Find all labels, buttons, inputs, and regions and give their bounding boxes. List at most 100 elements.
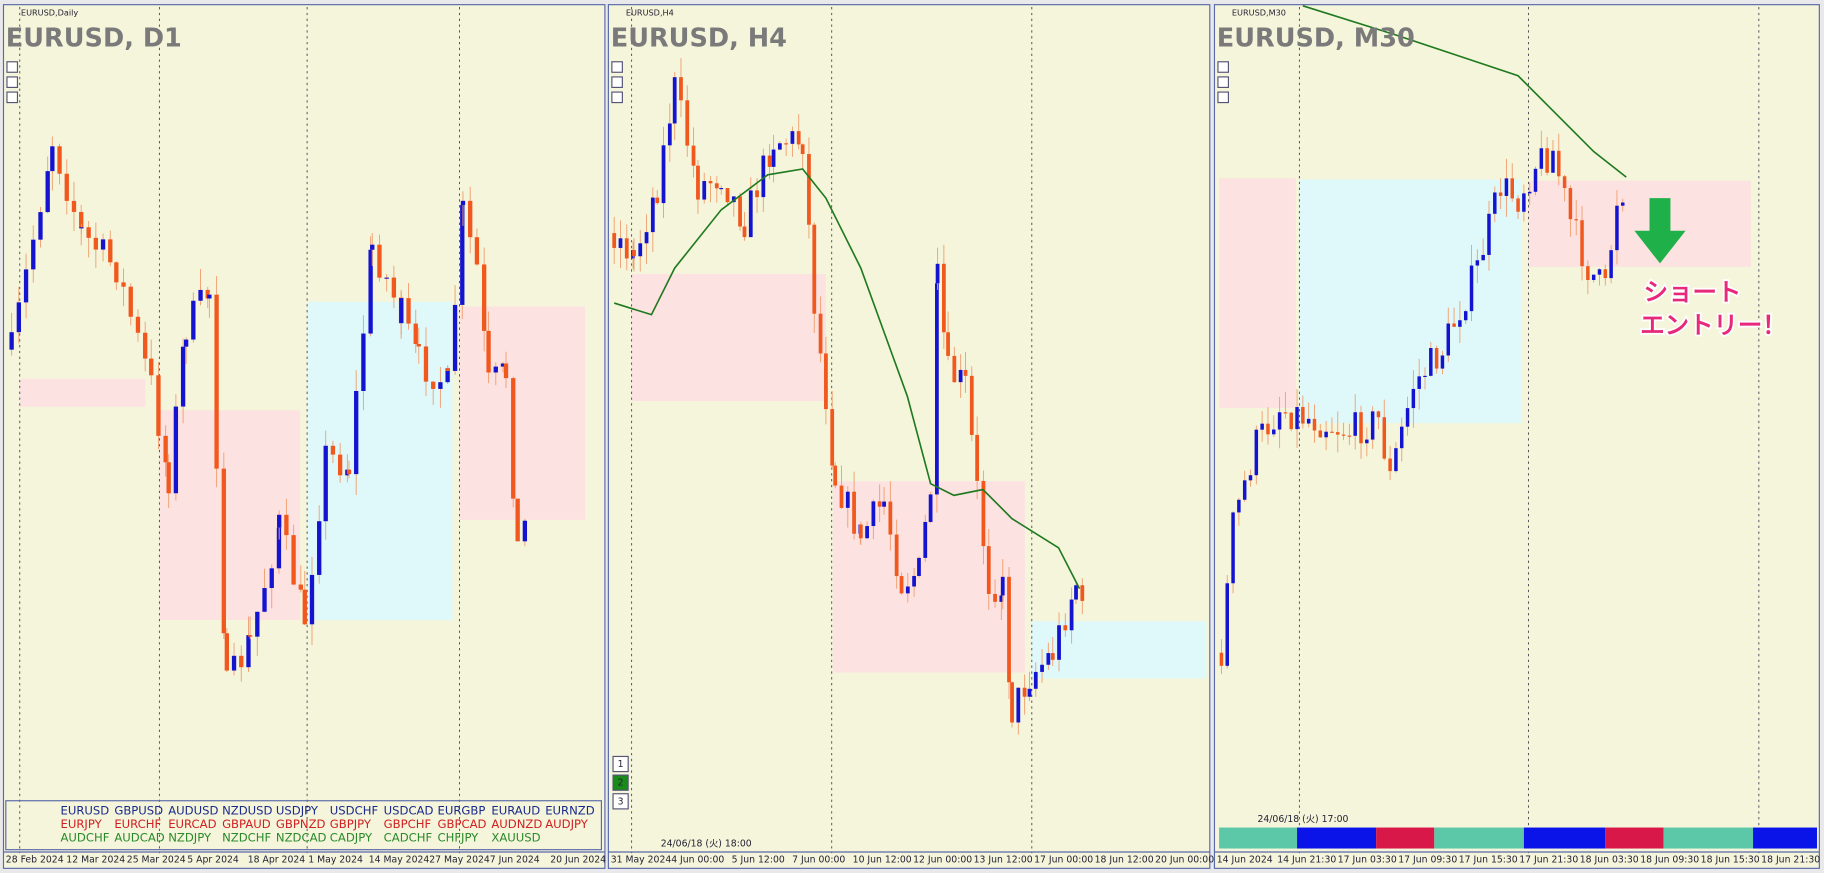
candle — [205, 289, 210, 299]
x-label: 4 Jun 00:00 — [671, 855, 724, 866]
scale-button[interactable] — [611, 76, 623, 88]
scale-button[interactable] — [611, 61, 623, 73]
symbol-button[interactable]: GBPCHF — [384, 817, 432, 831]
scale-button[interactable] — [1217, 91, 1229, 104]
candle — [9, 332, 14, 350]
candle — [269, 568, 274, 589]
candle — [50, 146, 55, 172]
tab-button[interactable] — [612, 774, 629, 791]
candle — [224, 633, 230, 671]
candle — [309, 574, 315, 625]
scale-button[interactable] — [6, 76, 19, 88]
candle — [368, 249, 373, 334]
tab-button[interactable] — [612, 793, 629, 810]
symbol-button[interactable]: AUDUSD — [168, 804, 218, 818]
candle — [731, 196, 736, 203]
panel-title: EURUSD, H4 — [611, 24, 787, 54]
symbol-button[interactable]: USDJPY — [276, 804, 319, 818]
symbol-button[interactable]: GBPAUD — [222, 817, 271, 831]
symbol-button[interactable]: AUDCHF — [60, 831, 109, 845]
zone-box — [1219, 178, 1296, 408]
candle — [999, 595, 1004, 602]
candle — [330, 445, 336, 455]
symbol-button[interactable]: GBPUSD — [114, 804, 163, 818]
symbol-button[interactable]: EURAUD — [491, 804, 540, 818]
symbol-button[interactable]: EURCAD — [168, 817, 216, 831]
candle — [16, 302, 22, 333]
scale-button[interactable] — [1217, 61, 1229, 73]
zone-box — [1528, 180, 1751, 267]
candle — [64, 173, 69, 201]
x-label: 18 Jun 03:30 — [1580, 855, 1639, 866]
candle — [416, 343, 421, 347]
candle — [399, 298, 404, 324]
symbol-button[interactable]: NZDUSD — [222, 804, 272, 818]
candle — [1324, 431, 1328, 438]
candle — [149, 358, 154, 376]
candle — [276, 527, 282, 569]
zone-box — [1299, 179, 1522, 424]
candle — [935, 283, 939, 495]
scale-button[interactable] — [6, 91, 19, 104]
candle — [191, 300, 196, 340]
chart-area — [612, 6, 1207, 854]
symbol-button[interactable]: EURCHF — [114, 817, 161, 831]
candle — [767, 155, 772, 167]
symbol-button[interactable]: NZDCAD — [276, 831, 327, 845]
symbol-button[interactable]: AUDNZD — [491, 817, 542, 831]
symbol-button[interactable]: USDCAD — [384, 804, 434, 818]
candle — [1580, 220, 1584, 267]
candle — [969, 375, 974, 435]
x-label: 1 May 2024 — [308, 855, 363, 866]
symbol-button[interactable]: NZDCHF — [222, 831, 271, 845]
candle — [481, 264, 487, 331]
candle — [719, 188, 724, 190]
candle — [1376, 411, 1381, 418]
symbol-button[interactable]: GBPJPY — [330, 817, 372, 831]
scale-button[interactable] — [611, 91, 623, 104]
candle — [1504, 178, 1509, 196]
candle — [445, 368, 450, 383]
session-bar — [1434, 827, 1524, 849]
candle — [486, 330, 491, 373]
tab-button[interactable] — [612, 755, 629, 773]
symbol-button[interactable]: GBPCAD — [438, 817, 487, 831]
small-title: EURUSD,Daily — [21, 7, 78, 17]
symbol-button[interactable]: GBPNZD — [276, 817, 326, 831]
candle — [975, 434, 980, 481]
candle — [818, 313, 823, 354]
candle — [431, 381, 436, 389]
x-label: 7 Jun 00:00 — [792, 855, 845, 866]
symbol-button[interactable]: USDCHF — [330, 804, 379, 818]
candle — [877, 501, 882, 507]
symbol-button[interactable]: EURGBP — [438, 804, 486, 818]
candle — [1040, 664, 1044, 672]
scale-button[interactable] — [1217, 76, 1229, 88]
symbol-button[interactable]: EURNZD — [545, 804, 595, 818]
symbol-button[interactable]: CADJPY — [330, 831, 373, 845]
x-label: 17 Jun 21:30 — [1519, 855, 1578, 866]
candle — [317, 521, 322, 575]
candle — [1481, 254, 1485, 261]
candle — [277, 514, 282, 528]
candle — [231, 655, 237, 671]
candle — [952, 355, 957, 383]
symbol-button[interactable]: CADCHF — [384, 831, 433, 845]
symbol-button[interactable]: AUDCAD — [114, 831, 164, 845]
candle — [661, 145, 666, 204]
symbol-button[interactable]: XAUUSD — [491, 831, 540, 845]
candle — [198, 289, 203, 301]
scale-button[interactable] — [6, 61, 19, 73]
symbol-button[interactable]: NZDJPY — [168, 831, 212, 845]
symbol-button[interactable]: EURJPY — [60, 817, 102, 831]
candle — [135, 316, 141, 333]
candle — [391, 277, 397, 298]
symbol-button[interactable]: EURUSD — [60, 804, 109, 818]
candle — [1399, 426, 1404, 449]
symbol-frame — [5, 800, 602, 851]
candle — [515, 498, 520, 542]
candle — [214, 294, 219, 469]
symbol-button[interactable]: CHFJPY — [438, 831, 480, 845]
x-label: 14 Jun 21:30 — [1277, 855, 1336, 866]
symbol-button[interactable]: AUDJPY — [545, 817, 589, 831]
